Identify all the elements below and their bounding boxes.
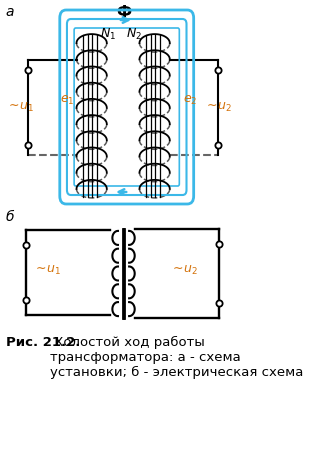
Text: $e_1$: $e_1$ — [60, 93, 74, 107]
Text: $\sim\! u_1$: $\sim\! u_1$ — [6, 100, 34, 114]
Text: $\sim\! u_2$: $\sim\! u_2$ — [204, 100, 232, 114]
Text: $N_2$: $N_2$ — [126, 27, 142, 42]
Text: Рис. 21.2.: Рис. 21.2. — [6, 336, 81, 349]
Text: Холостой ход работы
трансформатора: а - схема
установки; б - электрическая схема: Холостой ход работы трансформатора: а - … — [50, 336, 303, 379]
Text: $N_1$: $N_1$ — [100, 27, 116, 42]
Text: Ф: Ф — [116, 5, 131, 20]
Text: а: а — [6, 5, 14, 19]
Text: б: б — [6, 210, 14, 224]
Text: $\sim\! u_2$: $\sim\! u_2$ — [170, 263, 198, 277]
Text: $e_2$: $e_2$ — [183, 93, 197, 107]
Text: $\sim\! u_1$: $\sim\! u_1$ — [33, 263, 61, 277]
